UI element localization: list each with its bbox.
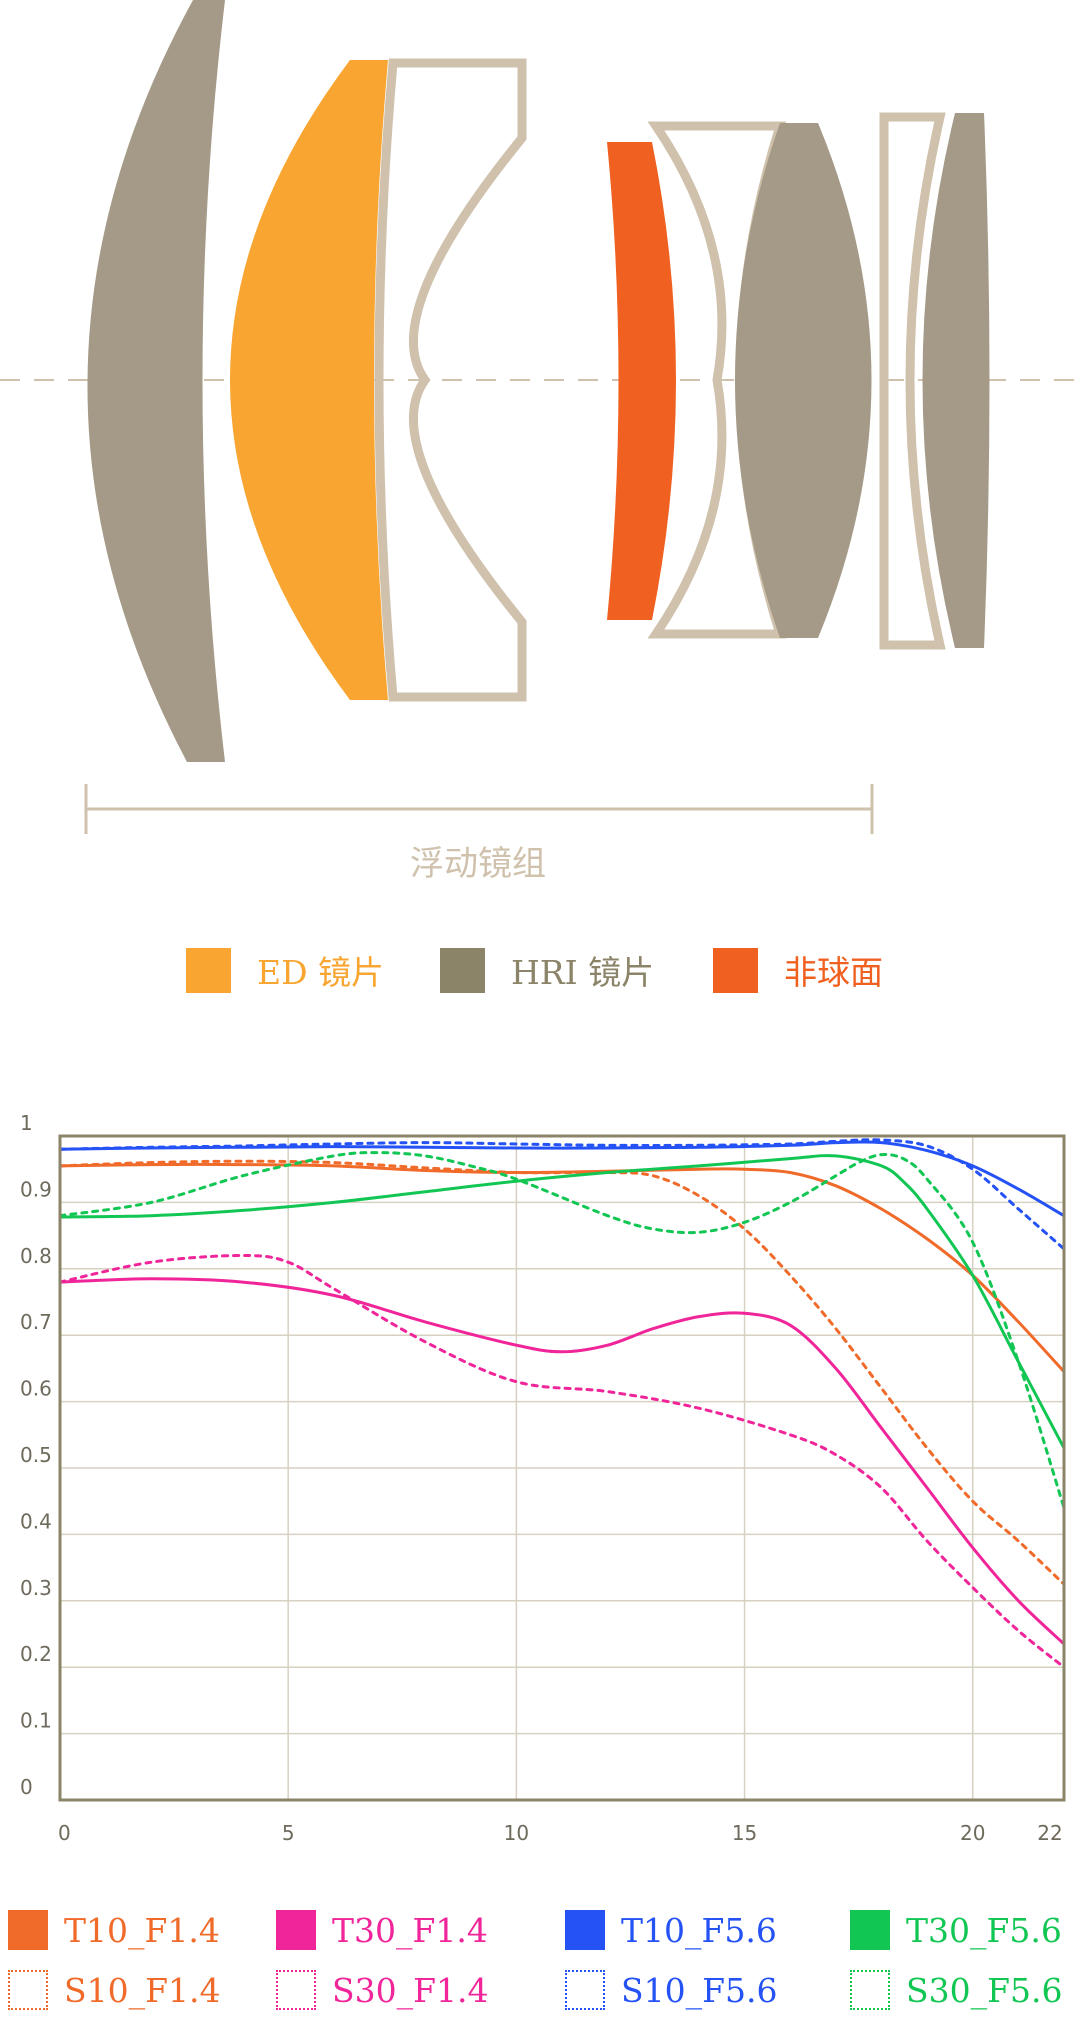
lens-diagram <box>0 0 1080 834</box>
legend-hri-swatch <box>440 947 485 993</box>
legend-item-t10-f5-6: T10_F5.6 <box>565 1905 777 1955</box>
legend-swatch <box>565 1910 605 1950</box>
legend-item-s30-f1-4: S30_F1.4 <box>276 1965 488 2015</box>
y-tick-label: 0.8 <box>20 1244 52 1268</box>
series-line-s30-f5-6 <box>58 1151 1066 1510</box>
y-tick-label: 1 <box>20 1111 33 1135</box>
lens-element-6-hri <box>735 123 872 638</box>
y-tick-label: 0.7 <box>20 1310 52 1334</box>
legend-label: T30_F5.6 <box>906 1910 1062 1950</box>
legend-item-s10-f5-6: S10_F5.6 <box>565 1965 777 2015</box>
x-tick-label: 15 <box>732 1821 757 1845</box>
series-line-s10-f5-6 <box>58 1138 1066 1251</box>
legend-swatch <box>565 1970 605 2010</box>
legend-label: S30_F5.6 <box>906 1970 1063 2010</box>
mtf-chart: 00.10.20.30.40.50.60.70.80.910 5 10 15 20 22 <box>20 1111 1066 1845</box>
legend-swatch <box>276 1970 316 2010</box>
y-tick-label: 0.2 <box>20 1642 52 1666</box>
y-tick-label: 0.3 <box>20 1576 52 1600</box>
x-tick-label: 5 <box>282 1821 295 1845</box>
chart-series <box>58 1138 1066 1669</box>
legend-swatch <box>8 1910 48 1950</box>
y-tick-label: 0.6 <box>20 1377 52 1401</box>
y-tick-label: 0.9 <box>20 1177 52 1201</box>
series-line-s10-f1-4 <box>58 1159 1066 1586</box>
legend-label: S30_F1.4 <box>332 1970 489 2010</box>
legend-label: T30_F1.4 <box>332 1910 488 1950</box>
series-line-t30-f1-4 <box>58 1277 1066 1646</box>
y-tick-label: 0.1 <box>20 1709 52 1733</box>
lens-element-2-ed <box>230 60 388 700</box>
legend-label: T10_F5.6 <box>621 1910 777 1950</box>
lens-element-1-hri <box>87 0 225 762</box>
legend-ed-label: ED 镜片 <box>257 953 385 992</box>
legend-swatch <box>276 1910 316 1950</box>
plot-frame <box>58 1134 1066 1802</box>
legend-item-t10-f1-4: T10_F1.4 <box>8 1905 220 1955</box>
legend-hri: HRI 镜片 <box>440 945 654 995</box>
legend-ed: ED 镜片 <box>186 945 384 995</box>
lens-element-3 <box>374 58 527 702</box>
lens-element-4-aspheric <box>607 142 676 620</box>
series-line-t10-f1-4 <box>58 1162 1066 1374</box>
legend-hri-label: HRI 镜片 <box>511 953 655 992</box>
series-line-t10-f5-6 <box>58 1140 1066 1218</box>
legend-swatch <box>850 1970 890 2010</box>
lens-element-8-hri <box>922 113 990 648</box>
mtf-legend: T10_F1.4 T30_F1.4 T10_F5.6 T30_F5.6 S10_F1.4… <box>0 1905 1080 2019</box>
lens-element-7 <box>879 112 946 650</box>
x-tick-label: 10 <box>504 1821 529 1845</box>
legend-aspheric-swatch <box>713 947 758 993</box>
legend-item-t30-f1-4: T30_F1.4 <box>276 1905 488 1955</box>
legend-swatch <box>8 1970 48 2010</box>
y-tick-label: 0.4 <box>20 1509 52 1533</box>
y-tick-label: 0 <box>20 1775 33 1799</box>
legend-item-t30-f5-6: T30_F5.6 <box>850 1905 1062 1955</box>
legend-aspheric: 非球面 <box>713 945 883 995</box>
lens-legend: ED 镜片 HRI 镜片 非球面 <box>0 945 1080 995</box>
legend-ed-swatch <box>186 947 231 993</box>
legend-label: S10_F1.4 <box>64 1970 221 2010</box>
series-line-t30-f5-6 <box>58 1154 1066 1450</box>
x-tick-label: 20 <box>960 1821 985 1845</box>
legend-label: S10_F5.6 <box>621 1970 778 2010</box>
y-tick-label: 0.5 <box>20 1443 52 1467</box>
floating-group-label: 浮动镜组 <box>410 844 546 884</box>
legend-item-s10-f1-4: S10_F1.4 <box>8 1965 220 2015</box>
x-tick-label: 0 <box>58 1821 71 1845</box>
legend-item-s30-f5-6: S30_F5.6 <box>850 1965 1062 2015</box>
floating-group-bracket <box>84 784 874 834</box>
x-tick-label: 22 <box>1037 1821 1062 1845</box>
legend-aspheric-label: 非球面 <box>784 953 883 992</box>
series-line-s30-f1-4 <box>58 1253 1066 1669</box>
legend-swatch <box>850 1910 890 1950</box>
legend-label: T10_F1.4 <box>64 1910 220 1950</box>
chart-ticks: 00.10.20.30.40.50.60.70.80.910 5 10 15 20 22 <box>20 1111 1063 1845</box>
